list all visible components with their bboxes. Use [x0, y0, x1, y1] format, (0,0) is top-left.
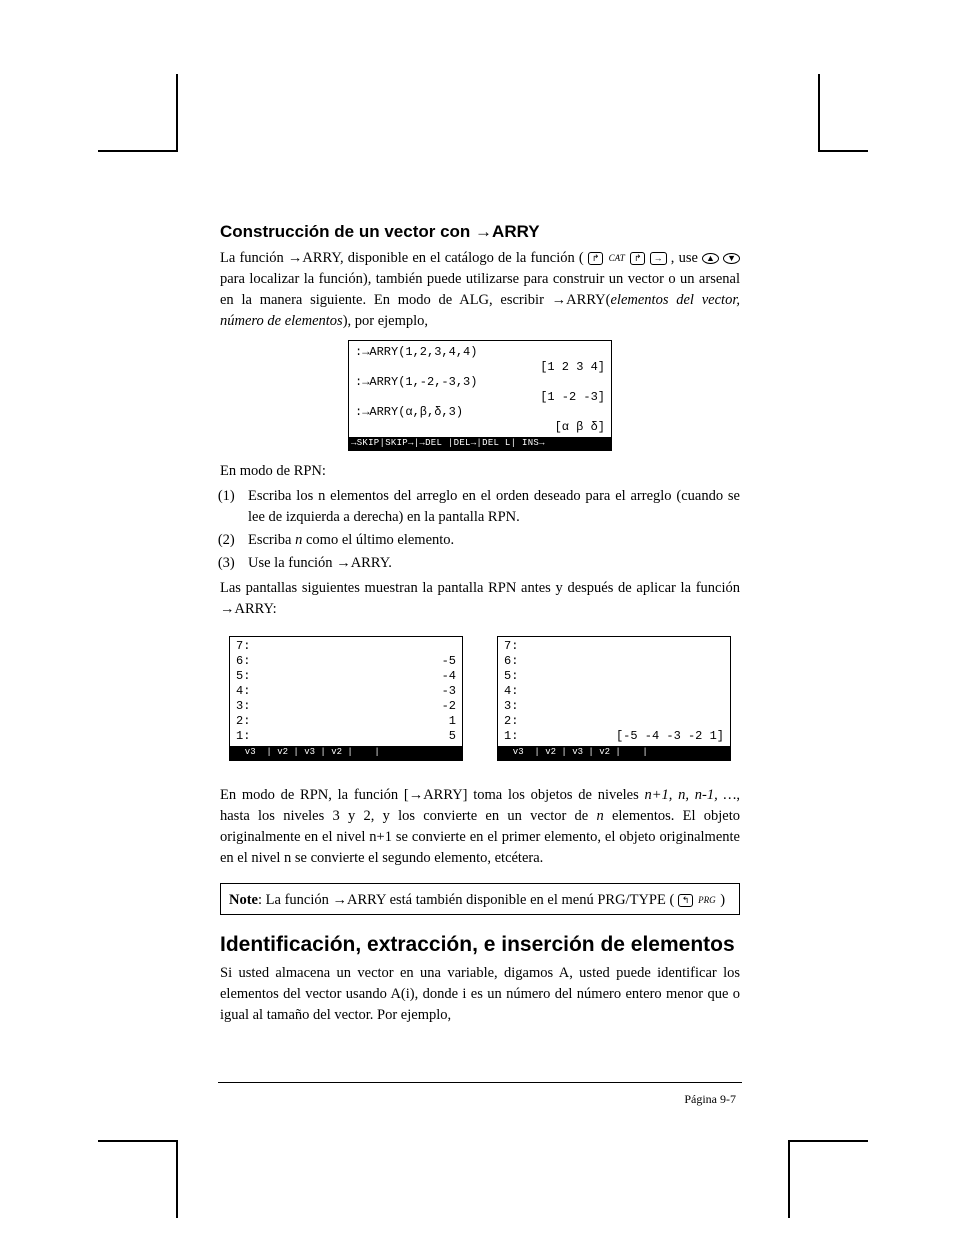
stack-level: 4: — [504, 684, 518, 699]
calc-result: [1 -2 -3] — [540, 390, 605, 405]
arrow-glyph: → — [336, 555, 351, 571]
stack-value: -4 — [442, 669, 456, 684]
text: Use la función — [248, 555, 336, 571]
calc-softmenu: →SKIP|SKIP→|→DEL |DEL→|DEL L| INS→ — [349, 437, 611, 450]
stack-level: 5: — [236, 669, 250, 684]
footer-rule — [218, 1082, 742, 1083]
crop-mark — [176, 1140, 178, 1218]
rshift-key-icon: ↱ — [588, 252, 604, 265]
stack-value: 1 — [449, 714, 456, 729]
text: como el último elemento. — [302, 532, 454, 548]
calc-result: [1 2 3 4] — [540, 360, 605, 375]
arrow-glyph: → — [333, 892, 348, 908]
stack-level: 7: — [236, 639, 250, 654]
paragraph: En modo de RPN, la función [→ARRY] toma … — [220, 785, 740, 869]
stack-level: 4: — [236, 684, 250, 699]
paragraph: La función →ARRY, disponible en el catál… — [220, 248, 740, 332]
arrow-glyph: → — [409, 787, 424, 803]
content-area: Construcción de un vector con →ARRY La f… — [220, 222, 740, 1030]
list-item: Escriba n como el último elemento. — [242, 530, 740, 551]
calc-line: :→ARRY(1,2,3,4,4) — [355, 345, 477, 360]
stack-level: 2: — [236, 714, 250, 729]
heading-text: Construcción de un vector con — [220, 222, 475, 241]
calc-line: :→ARRY(1,-2,-3,3) — [355, 375, 477, 390]
note-box: Note: La función →ARRY está también disp… — [220, 883, 740, 915]
paragraph: Si usted almacena un vector en una varia… — [220, 963, 740, 1026]
text: ), por ejemplo, — [343, 313, 428, 329]
text: : La función — [258, 892, 333, 908]
text-italic: n — [596, 808, 603, 824]
stack-level: 3: — [236, 699, 250, 714]
step-list: Escriba los n elementos del arreglo en e… — [220, 486, 740, 574]
crop-mark — [790, 1140, 868, 1142]
stack-level: 1: — [504, 729, 518, 744]
note-label: Note — [229, 892, 258, 908]
text-italic: n+1, n, n-1, … — [645, 787, 737, 803]
text: ARRY( — [566, 292, 610, 308]
list-item: Use la función →ARRY. — [242, 553, 740, 574]
up-key-icon: ▲ — [702, 253, 719, 264]
calc-result: [α β δ] — [555, 420, 605, 435]
section-heading-large: Identificación, extracción, e inserción … — [220, 933, 740, 957]
text: ARRY: — [235, 601, 277, 617]
stack-level: 6: — [504, 654, 518, 669]
crop-mark — [820, 150, 868, 152]
text: , use — [671, 250, 702, 266]
arrow-glyph: → — [475, 222, 492, 241]
crop-mark — [98, 150, 178, 152]
page-number: Página 9-7 — [684, 1092, 736, 1107]
stack-value: [-5 -4 -3 -2 1] — [616, 729, 724, 744]
lshift-key-icon: ↰ — [678, 894, 694, 907]
page: Construcción de un vector con →ARRY La f… — [0, 0, 954, 1235]
down-key-icon: ▼ — [723, 253, 740, 264]
text: Escriba — [248, 532, 295, 548]
crop-mark — [818, 74, 820, 152]
stack-value: -2 — [442, 699, 456, 714]
stack-level: 7: — [504, 639, 518, 654]
stack-value: -3 — [442, 684, 456, 699]
stack-level: 5: — [504, 669, 518, 684]
stack-value: 5 — [449, 729, 456, 744]
text: En modo de RPN, la función [ — [220, 787, 409, 803]
arrow-glyph: → — [220, 601, 235, 617]
crop-mark — [176, 74, 178, 152]
text: ARRY] toma los objetos de niveles — [423, 787, 644, 803]
calculator-screenshot-before: 7: 6: -5 5: -4 4: -3 3: -2 2: 1 1: 5 v3 | v2 |… — [229, 636, 463, 760]
rshift-key-icon: ↱ — [630, 252, 646, 265]
stack-level: 3: — [504, 699, 518, 714]
paragraph: En modo de RPN: — [220, 461, 740, 482]
text: Las pantallas siguientes muestran la pan… — [220, 580, 740, 596]
calc-softmenu: v3 | v2 | v3 | v2 | | — [230, 746, 462, 759]
paragraph: Las pantallas siguientes muestran la pan… — [220, 578, 740, 620]
calculator-screenshot: :→ARRY(1,2,3,4,4) [1 2 3 4] :→ARRY(1,-2,… — [348, 340, 612, 451]
text: ARRY. — [351, 555, 392, 571]
right-key-icon: → — [650, 252, 667, 265]
text: La función — [220, 250, 288, 266]
key-label: PRG — [697, 895, 717, 905]
arrow-glyph: → — [288, 250, 303, 266]
stack-level: 2: — [504, 714, 518, 729]
screenshot-row: 7: 6: -5 5: -4 4: -3 3: -2 2: 1 1: 5 v3 | v2 |… — [220, 628, 740, 770]
calculator-screenshot-after: 7: 6: 5: 4: 3: 2: 1: [-5 -4 -3 -2 1] v3 |… — [497, 636, 731, 760]
key-label: CAT — [608, 253, 626, 263]
section-heading: Construcción de un vector con →ARRY — [220, 222, 740, 242]
heading-text: ARRY — [492, 222, 540, 241]
calc-softmenu: v3 | v2 | v3 | v2 | | — [498, 746, 730, 759]
crop-mark — [98, 1140, 178, 1142]
crop-mark — [788, 1140, 790, 1218]
arrow-glyph: → — [552, 292, 567, 308]
stack-level: 1: — [236, 729, 250, 744]
stack-value: -5 — [442, 654, 456, 669]
list-item: Escriba los n elementos del arreglo en e… — [242, 486, 740, 528]
calc-line: :→ARRY(α,β,δ,3) — [355, 405, 463, 420]
stack-level: 6: — [236, 654, 250, 669]
text: ARRY está también disponible en el menú … — [347, 892, 674, 908]
text: ARRY, disponible en el catálogo de la fu… — [302, 250, 583, 266]
